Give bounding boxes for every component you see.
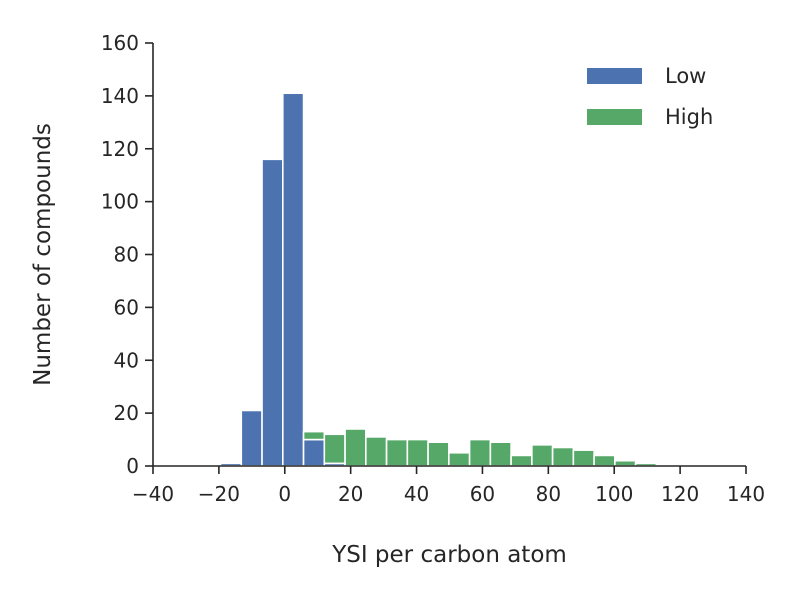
bar-high-14	[510, 454, 533, 467]
bar-high-13	[489, 441, 512, 467]
bar-high-9	[406, 438, 429, 467]
bar-high-18	[593, 454, 616, 467]
x-tick-label: 100	[595, 482, 633, 506]
y-tick-label: 160	[101, 31, 139, 55]
bar-high-15	[531, 444, 554, 467]
y-tick-label: 60	[114, 295, 139, 319]
bars-layer	[219, 92, 658, 467]
y-tick-label: 40	[114, 348, 139, 372]
x-tick-label: 120	[661, 482, 699, 506]
bar-high-4	[302, 430, 326, 441]
bar-low-3	[282, 92, 305, 467]
x-axis-label: YSI per carbon atom	[331, 542, 567, 568]
x-tick-label: 80	[536, 482, 561, 506]
bar-high-11	[448, 451, 471, 467]
axes-layer: 0 20 40 60 80 100 120 140 160 −40 −20 0 20 40 60 80 100 1…	[101, 31, 765, 506]
bar-high-7	[365, 436, 388, 467]
y-tick-label: 140	[101, 84, 139, 108]
y-tick-label: 80	[114, 243, 139, 267]
y-tick-label: 120	[101, 137, 139, 161]
y-tick-label: 0	[126, 454, 139, 478]
legend-label-low: Low	[665, 64, 706, 88]
legend-label-high: High	[665, 105, 713, 129]
bar-low-4	[302, 438, 326, 467]
y-tick-label: 20	[114, 401, 139, 425]
bar-low-2	[261, 158, 284, 467]
bar-high-12	[468, 438, 492, 467]
x-tick-label: 20	[338, 482, 363, 506]
x-tick-label: −20	[198, 482, 240, 506]
bar-high-16	[551, 446, 575, 467]
y-tick-label: 100	[101, 190, 139, 214]
x-tick-label: 60	[470, 482, 495, 506]
bar-high-5	[323, 433, 346, 465]
legend-swatch-low	[587, 68, 642, 84]
legend: Low High	[587, 64, 713, 129]
bar-low-1	[240, 409, 263, 467]
bar-high-6	[344, 428, 367, 467]
x-tick-label: 40	[404, 482, 429, 506]
x-tick-label: −40	[132, 482, 174, 506]
y-axis-label: Number of compounds	[30, 123, 56, 386]
legend-swatch-high	[587, 109, 642, 125]
bar-high-8	[385, 438, 409, 467]
x-tick-label: 0	[278, 482, 291, 506]
bar-high-17	[572, 449, 595, 467]
x-tick-label: 140	[727, 482, 765, 506]
bar-high-10	[427, 441, 450, 467]
